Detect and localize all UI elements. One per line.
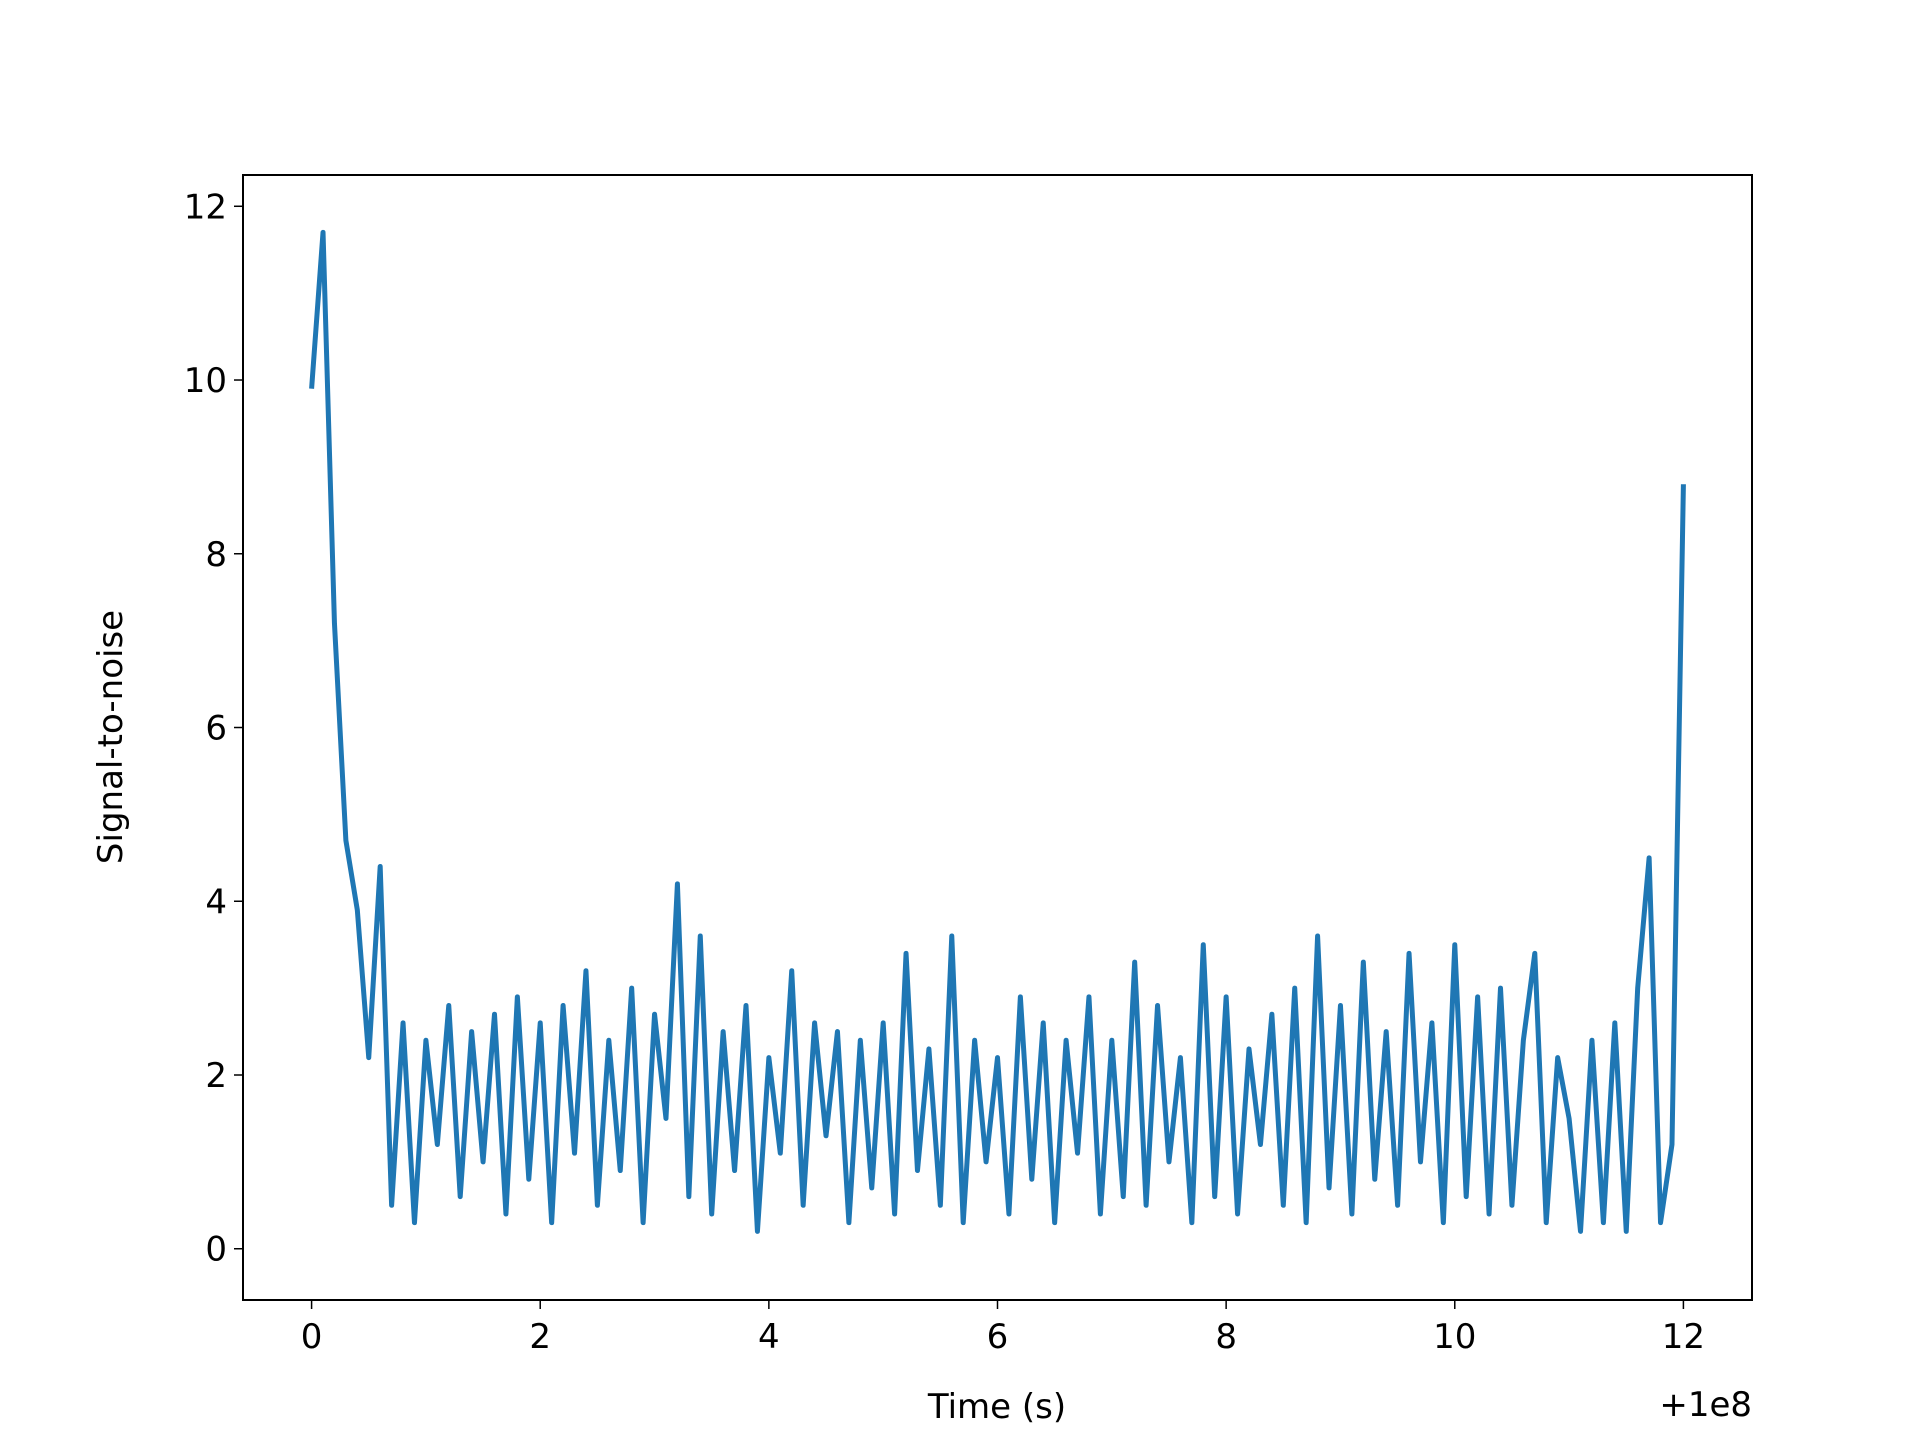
line-series — [309, 229, 1686, 1234]
y-tick-label: 8 — [205, 535, 227, 575]
y-tick-label: 4 — [205, 882, 227, 922]
x-tick-label: 12 — [1662, 1317, 1705, 1357]
y-axis-label: Signal-to-noise — [91, 610, 131, 864]
x-axis-label: Time (s) — [927, 1387, 1066, 1427]
x-tick-label: 0 — [301, 1317, 323, 1357]
x-tick-label: 10 — [1433, 1317, 1476, 1357]
x-tick-label: 4 — [758, 1317, 780, 1357]
y-tick-label: 2 — [205, 1056, 227, 1096]
x-tick-label: 2 — [529, 1317, 551, 1357]
y-tick-label: 6 — [205, 709, 227, 749]
x-tick-label: 8 — [1215, 1317, 1237, 1357]
y-tick-label: 10 — [184, 361, 227, 401]
x-tick-label: 6 — [987, 1317, 1009, 1357]
y-tick-label: 0 — [205, 1230, 227, 1270]
plot-frame — [242, 174, 1753, 1301]
x-offset-label: +1e8 — [1659, 1385, 1752, 1425]
y-tick-label: 12 — [184, 187, 227, 227]
